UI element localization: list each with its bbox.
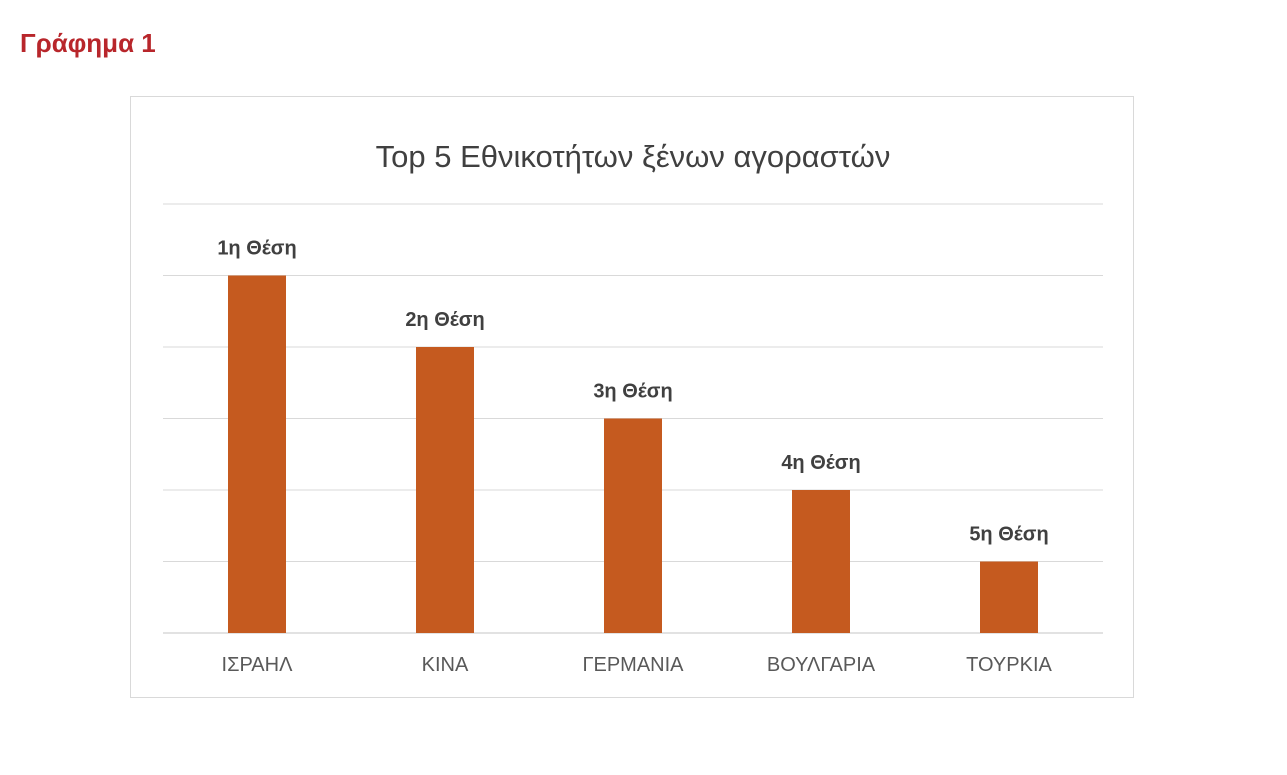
x-axis-tick-labels: ΙΣΡΑΗΛ ΚΙΝΑ ΓΕΡΜΑΝΙΑ ΒΟΥΛΓΑΡΙΑ ΤΟΥΡΚΙΑ: [222, 654, 1053, 676]
data-label: 2η Θέση: [405, 309, 484, 331]
data-labels: 1η Θέση 2η Θέση 3η Θέση 4η Θέση 5η Θέση: [217, 238, 1048, 546]
chart-area: Top 5 Εθνικοτήτων ξένων αγοραστών 1η Θέσ…: [130, 96, 1134, 698]
x-tick-label: ΒΟΥΛΓΑΡΙΑ: [767, 654, 876, 676]
x-tick-label: ΙΣΡΑΗΛ: [222, 654, 294, 676]
data-label: 3η Θέση: [593, 381, 672, 403]
data-label: 5η Θέση: [969, 524, 1048, 546]
bar: [228, 275, 286, 633]
bar: [792, 490, 850, 633]
data-label: 1η Θέση: [217, 238, 296, 260]
bars: [228, 275, 1038, 633]
figure-caption: Γράφημα 1: [20, 28, 156, 58]
gridlines: [163, 203, 1103, 634]
bar: [604, 418, 662, 633]
bar: [416, 347, 474, 633]
x-tick-label: ΓΕΡΜΑΝΙΑ: [582, 654, 684, 676]
chart-title: Top 5 Εθνικοτήτων ξένων αγοραστών: [376, 139, 891, 174]
bar: [980, 561, 1038, 633]
bar-chart: Top 5 Εθνικοτήτων ξένων αγοραστών 1η Θέσ…: [163, 139, 1103, 676]
data-label: 4η Θέση: [781, 452, 860, 474]
x-tick-label: ΤΟΥΡΚΙΑ: [966, 654, 1052, 676]
x-tick-label: ΚΙΝΑ: [422, 654, 469, 676]
